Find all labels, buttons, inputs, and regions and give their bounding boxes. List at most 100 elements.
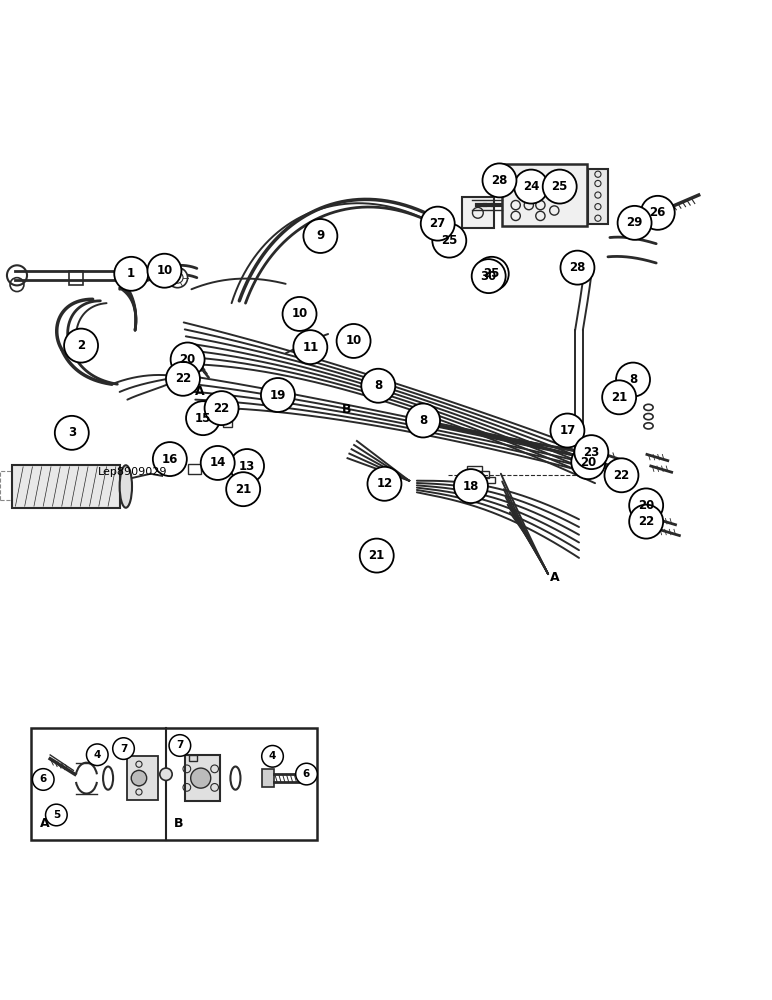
Text: 20: 20 bbox=[638, 499, 655, 512]
Circle shape bbox=[113, 738, 134, 759]
Text: 22: 22 bbox=[613, 469, 630, 482]
Text: 9: 9 bbox=[317, 229, 324, 242]
Bar bbox=[0, 471, 35, 500]
Bar bbox=[12, 465, 120, 508]
Text: 29: 29 bbox=[626, 216, 643, 229]
Circle shape bbox=[166, 362, 200, 396]
Circle shape bbox=[186, 401, 220, 435]
Text: 3: 3 bbox=[68, 426, 76, 439]
Circle shape bbox=[475, 257, 509, 291]
Circle shape bbox=[292, 307, 310, 326]
Circle shape bbox=[560, 251, 594, 285]
Text: 23: 23 bbox=[583, 446, 600, 459]
Circle shape bbox=[629, 488, 663, 522]
Bar bbox=[188, 464, 201, 474]
Text: 21: 21 bbox=[611, 391, 628, 404]
Circle shape bbox=[571, 445, 605, 479]
Circle shape bbox=[261, 378, 295, 412]
Text: 26: 26 bbox=[649, 206, 666, 219]
Bar bbox=[210, 464, 222, 474]
Text: 19: 19 bbox=[269, 389, 286, 402]
Circle shape bbox=[169, 735, 191, 756]
Circle shape bbox=[160, 768, 172, 780]
Text: 10: 10 bbox=[156, 264, 173, 277]
Circle shape bbox=[616, 363, 650, 397]
Circle shape bbox=[604, 458, 638, 492]
Circle shape bbox=[574, 435, 608, 469]
Text: 10: 10 bbox=[291, 307, 308, 320]
Bar bbox=[69, 271, 83, 285]
Text: 22: 22 bbox=[638, 515, 655, 528]
Bar bbox=[127, 756, 158, 800]
Ellipse shape bbox=[120, 465, 132, 508]
Text: 22: 22 bbox=[174, 372, 191, 385]
Text: 16: 16 bbox=[161, 453, 178, 466]
Text: 25: 25 bbox=[551, 180, 568, 193]
Circle shape bbox=[226, 472, 260, 506]
Circle shape bbox=[131, 770, 147, 786]
Text: B: B bbox=[174, 817, 183, 830]
Bar bbox=[462, 197, 494, 228]
Text: 18: 18 bbox=[462, 480, 479, 493]
Text: 13: 13 bbox=[239, 460, 256, 473]
Text: 8: 8 bbox=[374, 379, 382, 392]
Circle shape bbox=[191, 768, 211, 788]
Circle shape bbox=[550, 414, 584, 448]
Bar bbox=[479, 477, 495, 483]
Text: 2: 2 bbox=[77, 339, 85, 352]
Text: 8: 8 bbox=[419, 414, 427, 427]
Circle shape bbox=[64, 329, 98, 363]
Circle shape bbox=[618, 206, 652, 240]
Text: 30: 30 bbox=[480, 270, 497, 283]
Text: 25: 25 bbox=[483, 267, 500, 280]
Text: 17: 17 bbox=[559, 424, 576, 437]
Text: 1: 1 bbox=[127, 267, 135, 280]
Text: 28: 28 bbox=[491, 174, 508, 187]
Text: 6: 6 bbox=[303, 769, 310, 779]
Text: 28: 28 bbox=[569, 261, 586, 274]
Bar bbox=[31, 728, 317, 840]
Circle shape bbox=[262, 745, 283, 767]
Circle shape bbox=[641, 196, 675, 230]
Bar bbox=[219, 413, 229, 420]
Circle shape bbox=[171, 343, 205, 376]
Text: B: B bbox=[342, 403, 351, 416]
Text: 11: 11 bbox=[302, 341, 319, 354]
Circle shape bbox=[406, 403, 440, 437]
Circle shape bbox=[296, 763, 317, 785]
Text: 20: 20 bbox=[580, 456, 597, 469]
Bar bbox=[262, 769, 274, 787]
Circle shape bbox=[360, 539, 394, 573]
Circle shape bbox=[367, 467, 401, 501]
Text: 5: 5 bbox=[52, 810, 60, 820]
Bar bbox=[467, 466, 482, 472]
Text: 7: 7 bbox=[176, 740, 184, 750]
Circle shape bbox=[114, 257, 148, 291]
Circle shape bbox=[55, 416, 89, 450]
Bar bbox=[473, 471, 489, 478]
Bar bbox=[201, 461, 213, 470]
Text: 4: 4 bbox=[93, 750, 101, 760]
Bar bbox=[185, 755, 220, 801]
Circle shape bbox=[205, 391, 239, 425]
Circle shape bbox=[337, 335, 354, 352]
Bar bbox=[189, 755, 197, 761]
Bar bbox=[588, 169, 608, 224]
Circle shape bbox=[303, 219, 337, 253]
Text: 22: 22 bbox=[213, 402, 230, 415]
Text: 14: 14 bbox=[209, 456, 226, 469]
Circle shape bbox=[602, 380, 636, 414]
Bar bbox=[215, 406, 225, 414]
Text: 4: 4 bbox=[269, 751, 276, 761]
Circle shape bbox=[543, 170, 577, 204]
Circle shape bbox=[482, 163, 516, 197]
Text: 24: 24 bbox=[523, 180, 540, 193]
Text: 21: 21 bbox=[235, 483, 252, 496]
Text: 25: 25 bbox=[441, 234, 458, 247]
Circle shape bbox=[201, 446, 235, 480]
Text: 8: 8 bbox=[629, 373, 637, 386]
Circle shape bbox=[337, 324, 371, 358]
Text: 15: 15 bbox=[195, 412, 212, 425]
Text: A: A bbox=[40, 817, 49, 830]
Text: 10: 10 bbox=[345, 334, 362, 347]
